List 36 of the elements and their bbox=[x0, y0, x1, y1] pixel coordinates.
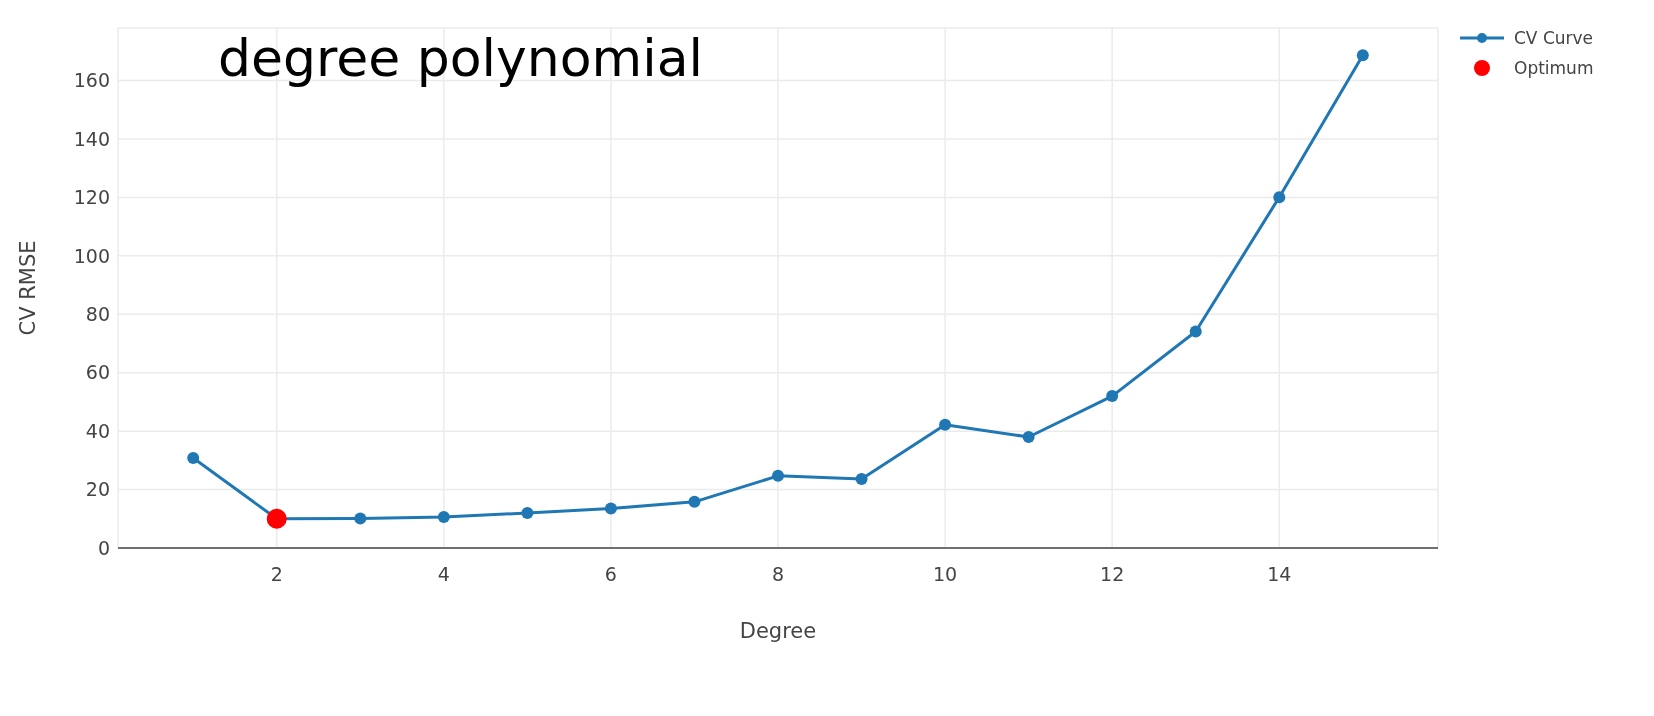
chart-title: degree polynomial bbox=[218, 28, 703, 88]
x-tick-label: 6 bbox=[604, 563, 617, 586]
y-tick-label: 100 bbox=[73, 244, 110, 267]
y-tick-label: 80 bbox=[85, 303, 110, 326]
x-axis-title: Degree bbox=[739, 619, 817, 643]
point bbox=[1356, 49, 1369, 62]
x-tick-label: 12 bbox=[1100, 563, 1125, 586]
point bbox=[437, 511, 450, 524]
point bbox=[772, 469, 784, 482]
x-tick-label: 10 bbox=[932, 563, 958, 586]
point bbox=[266, 508, 287, 529]
y-tick-label: 0 bbox=[97, 536, 110, 559]
x-tick-label: 4 bbox=[437, 563, 450, 586]
point bbox=[354, 512, 367, 525]
x-tick-label: 2 bbox=[270, 563, 283, 586]
y-axis-title: CV RMSE bbox=[16, 240, 41, 336]
y-tick-label: 160 bbox=[73, 69, 110, 92]
legend-label: CV Curve bbox=[1514, 28, 1594, 48]
point bbox=[1273, 191, 1286, 204]
x-tick-label: 14 bbox=[1267, 563, 1292, 586]
y-tick-label: 20 bbox=[85, 478, 110, 501]
y-tick-label: 120 bbox=[73, 186, 110, 209]
point bbox=[855, 473, 868, 486]
x-tick-label: 8 bbox=[771, 563, 785, 586]
y-tick-label: 40 bbox=[85, 419, 110, 442]
point bbox=[939, 418, 952, 431]
point bbox=[688, 495, 701, 508]
point bbox=[1022, 430, 1035, 443]
point bbox=[521, 506, 534, 519]
legend-label: Optimum bbox=[1514, 58, 1594, 78]
point bbox=[187, 452, 200, 465]
point bbox=[604, 502, 617, 515]
y-tick-label: 60 bbox=[85, 361, 110, 384]
point bbox=[1189, 325, 1202, 338]
y-tick-label: 140 bbox=[73, 127, 110, 150]
point bbox=[1106, 390, 1119, 403]
